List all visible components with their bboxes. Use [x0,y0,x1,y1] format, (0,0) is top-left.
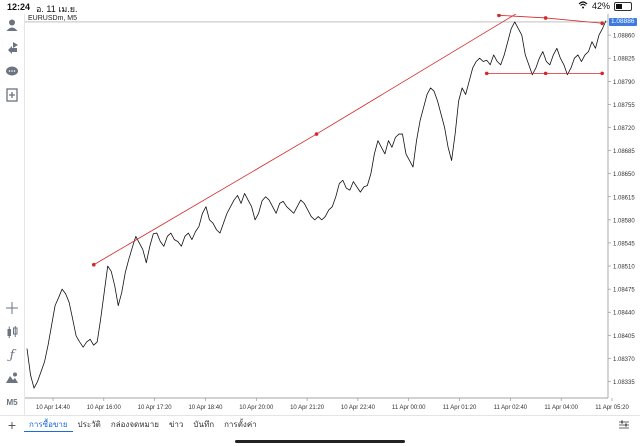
tabs: การซื้อขาย ประวัติ กล่องจดหมาย ข่าว บันทึก กา… [24,418,262,432]
add-document-icon[interactable] [4,87,20,103]
trendline-0-anchor-0 [91,262,96,267]
tab-5[interactable]: การตั้งค่า [224,420,257,429]
x-tick-label-10: 11 Apr 04:00 [544,405,578,411]
x-tick-label-11: 11 Apr 05:20 [595,405,629,411]
y-tick-label-5: 1.08685 [613,149,635,155]
y-tick-label-6: 1.08650 [613,172,635,178]
status-right: 42% [578,1,632,11]
status-bar: 12:24 อ. 11 เม.ย. 42% [0,0,640,14]
objects-icon[interactable] [4,370,20,386]
bottom-tab-bar: + การซื้อขาย ประวัติ กล่องจดหมาย ข่าว บันทึก… [0,415,640,434]
y-tick-label-13: 1.08405 [613,334,635,340]
symbol-label: EURUSDm, M5 [28,15,78,22]
trendline-0-anchor-1 [314,132,319,136]
y-tick-label-1: 1.08825 [613,57,635,63]
add-icon[interactable]: + [7,417,17,433]
trendline-2-anchor-0 [484,71,489,76]
home-indicator [235,440,405,443]
trendline-1-anchor-1 [543,16,548,20]
candlestick-icon[interactable] [4,324,20,340]
chat-icon[interactable] [4,64,20,80]
crosshair-icon[interactable] [4,300,20,316]
sliders-icon[interactable] [618,420,630,433]
x-tick-label-9: 11 Apr 02:40 [494,405,528,411]
chart-area[interactable]: EURUSDm, M5 1.08860 1.08825 1.08790 1.08755… [25,0,640,415]
trendline-2-anchor-1 [543,71,548,76]
function-icon[interactable]: ƒ [9,347,15,363]
y-tick-label-0: 1.08860 [613,34,635,40]
y-tick-label-15: 1.08335 [613,380,635,386]
trendline-0 [93,0,540,266]
y-tick-label-8: 1.08580 [613,218,635,224]
x-tick-label-3: 10 Apr 18:40 [188,405,223,411]
status-date: อ. 11 เม.ย. [36,4,78,14]
profile-icon[interactable] [4,17,20,33]
left-toolbar: ƒ M5 [0,14,25,415]
y-tick-label-11: 1.08475 [613,288,635,294]
wifi-icon [578,1,588,11]
x-tick-label-1: 10 Apr 16:00 [87,405,122,411]
y-tick-label-7: 1.08615 [613,195,635,201]
current-price-tag: 1.08886 [609,17,637,26]
y-tick-label-12: 1.08440 [613,311,635,317]
trendline-2-anchor-2 [600,71,604,76]
y-tick-label-9: 1.08545 [613,241,635,247]
tab-4[interactable]: บันทึก [193,420,215,429]
tab-3[interactable]: ข่าว [168,420,184,429]
y-tick-label-10: 1.08510 [613,265,635,271]
price-chart[interactable]: 1.08860 1.08825 1.08790 1.08755 1.08720 1.086… [25,0,640,415]
trendline-1-anchor-0 [497,13,501,18]
x-tick-label-0: 10 Apr 14:40 [36,405,71,411]
tab-1[interactable]: ประวัติ [77,420,101,429]
x-tick-label-6: 10 Apr 22:40 [341,405,376,411]
tab-0[interactable]: การซื้อขาย [24,418,73,432]
y-tick-label-14: 1.08370 [613,357,635,363]
trendline-1-anchor-2 [600,21,604,26]
y-tick-label-3: 1.08755 [613,103,635,109]
trade-icon[interactable] [4,40,20,56]
battery-percent: 42% [591,1,610,11]
x-tick-label-5: 10 Apr 21:20 [290,405,325,411]
x-tick-label-8: 11 Apr 01:20 [443,405,477,411]
x-tick-label-4: 10 Apr 20:00 [239,405,274,411]
timeframe-button[interactable]: M5 [6,397,18,407]
battery-icon [614,1,632,11]
y-tick-label-2: 1.08790 [613,80,635,86]
price-series-line [26,20,607,389]
x-tick-label-7: 11 Apr 00:00 [392,405,426,411]
y-tick-label-4: 1.08720 [613,126,635,132]
tab-2[interactable]: กล่องจดหมาย [110,420,159,429]
x-tick-label-2: 10 Apr 17:20 [138,405,173,411]
status-time: 12:24 [7,2,31,12]
